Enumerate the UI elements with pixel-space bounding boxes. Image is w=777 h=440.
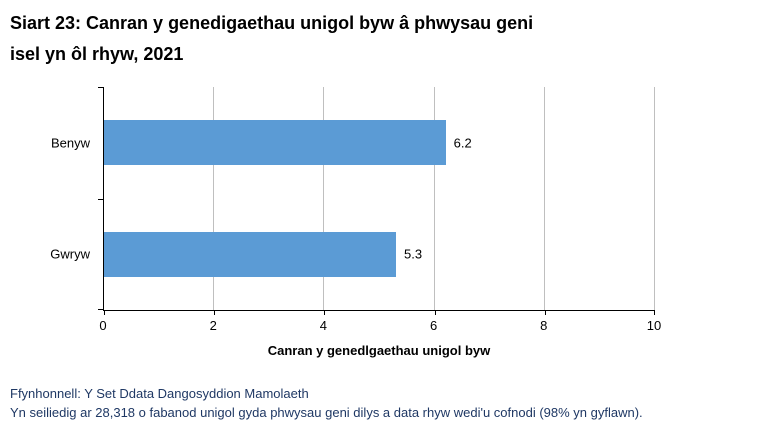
x-axis-tick	[104, 310, 105, 315]
y-axis-tick	[98, 87, 104, 88]
page-title-line-2: isel yn ôl rhyw, 2021	[10, 44, 184, 64]
x-tick-label: 4	[319, 318, 328, 333]
y-axis-tick	[98, 309, 104, 310]
x-axis-tick	[214, 310, 216, 315]
gridline	[654, 87, 655, 310]
x-tick-label: 6	[429, 318, 438, 333]
page-title: Siart 23: Canran y genedigaethau unigol …	[10, 8, 760, 70]
gridline	[213, 87, 215, 310]
category-label: Benyw	[50, 135, 90, 151]
gridline	[433, 87, 435, 310]
x-axis-tick	[544, 310, 546, 315]
bar-value-label: 5.3	[404, 246, 423, 262]
plot-area: 6.2 5.3	[98, 87, 655, 315]
gridline	[543, 87, 545, 310]
x-axis-label: Canran y genedlgaethau unigol byw	[267, 343, 491, 358]
x-tick-label: 8	[540, 318, 548, 333]
bar	[104, 231, 397, 277]
x-tick-label: 10	[646, 318, 662, 333]
y-axis-tick	[98, 198, 104, 200]
x-tick-label: 0	[99, 318, 107, 333]
footer-source: Ffynhonnell: Y Set Ddata Dangosyddion Ma…	[10, 386, 309, 401]
x-axis-tick	[434, 310, 436, 315]
x-tick-labels: 0 2 4 6 8 10	[99, 318, 661, 334]
x-axis-tick	[654, 310, 655, 315]
gridline	[323, 87, 325, 310]
bar-value-label: 6.2	[453, 135, 472, 151]
page-title-line-1: Siart 23: Canran y genedigaethau unigol …	[10, 13, 534, 33]
footer: Ffynhonnell: Y Set Ddata Dangosyddion Ma…	[10, 384, 770, 422]
category-labels: Benyw Gwryw	[0, 87, 90, 311]
x-tick-label: 2	[209, 318, 217, 333]
x-axis-tick	[324, 310, 326, 315]
footer-note: Yn seiliedig ar 28,318 o fabanod unigol …	[10, 405, 643, 420]
category-label: Gwryw	[50, 246, 90, 262]
bar	[104, 120, 446, 166]
